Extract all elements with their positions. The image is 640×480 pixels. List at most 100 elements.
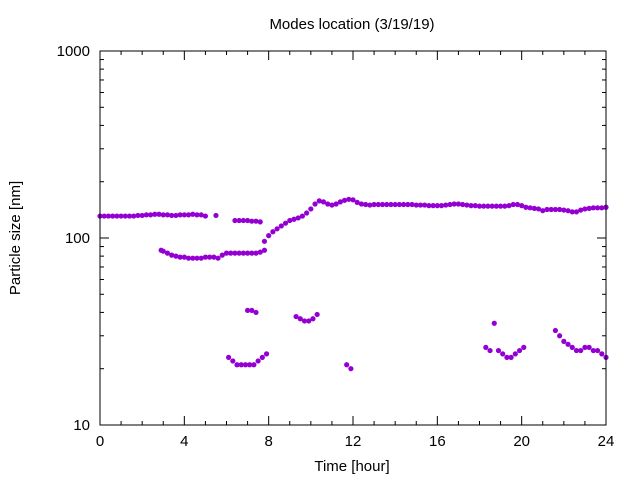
data-point	[198, 255, 204, 261]
data-point	[234, 362, 240, 368]
data-point	[371, 201, 377, 208]
data-point	[540, 208, 546, 214]
data-point	[337, 199, 343, 205]
data-point	[253, 309, 259, 316]
data-point	[198, 212, 204, 218]
data-point	[278, 223, 284, 229]
data-point	[346, 196, 352, 202]
data-point	[350, 197, 356, 203]
data-point	[426, 203, 432, 209]
x-tick-label: 8	[264, 433, 272, 450]
data-point	[573, 209, 580, 215]
data-point	[194, 255, 200, 261]
data-point	[489, 203, 495, 209]
data-point	[148, 212, 154, 218]
data-point	[190, 211, 196, 217]
data-point	[173, 253, 179, 259]
data-point	[304, 210, 310, 216]
data-point	[582, 344, 588, 350]
data-point	[464, 202, 470, 208]
data-point	[573, 347, 580, 354]
data-point	[282, 220, 289, 226]
data-point	[240, 250, 246, 256]
data-point	[586, 344, 592, 350]
data-point	[582, 206, 588, 212]
data-point	[244, 307, 251, 314]
data-point	[316, 198, 322, 204]
data-point	[487, 347, 493, 354]
data-point	[266, 232, 272, 239]
data-point	[232, 217, 238, 224]
data-point	[348, 366, 354, 372]
data-point	[491, 320, 497, 326]
data-point	[259, 354, 265, 360]
plot-frame	[99, 50, 607, 426]
data-point	[544, 206, 550, 213]
data-point	[110, 213, 116, 219]
x-tick-label: 4	[180, 433, 188, 450]
data-point	[401, 201, 407, 208]
x-tick-label: 24	[598, 433, 615, 450]
data-point	[599, 351, 605, 357]
data-point	[274, 226, 280, 232]
chart-title: Modes location (3/19/19)	[269, 16, 434, 33]
data-point	[105, 213, 112, 219]
data-point	[312, 201, 318, 207]
data-point	[207, 254, 213, 260]
data-point	[590, 205, 596, 211]
data-point	[164, 250, 171, 256]
data-point	[230, 358, 236, 364]
data-point	[118, 213, 124, 219]
data-point	[379, 201, 386, 208]
data-point	[173, 212, 179, 219]
data-point	[202, 254, 209, 260]
data-point	[310, 316, 316, 322]
data-point	[299, 213, 305, 219]
data-point	[215, 255, 221, 261]
data-point	[508, 354, 514, 360]
data-point	[500, 351, 506, 357]
data-point	[531, 205, 537, 211]
data-point	[291, 216, 297, 222]
y-axis-label: Particle size [nm]	[7, 181, 24, 295]
y-tick-labels: 10 100 1000	[57, 43, 90, 434]
data-point	[569, 209, 575, 215]
data-point	[181, 254, 187, 260]
data-point	[535, 206, 542, 212]
data-point	[413, 202, 419, 208]
data-point	[228, 250, 234, 256]
data-point	[417, 202, 424, 208]
x-tick-labels: 0 4 8 12 16 20 24	[96, 433, 615, 450]
data-point	[177, 254, 183, 260]
x-tick-label: 20	[513, 433, 530, 450]
data-point	[122, 213, 128, 219]
data-point	[409, 201, 415, 208]
data-point	[594, 347, 601, 354]
data-point	[485, 203, 491, 209]
data-point	[396, 201, 402, 208]
data-point	[476, 203, 483, 209]
data-point	[548, 206, 554, 213]
data-point	[506, 203, 512, 209]
data-point	[101, 213, 107, 219]
y-tick-label: 10	[73, 417, 90, 434]
data-point	[472, 203, 478, 209]
data-point	[238, 362, 244, 368]
data-point	[255, 358, 261, 364]
data-point	[392, 201, 398, 208]
data-point	[139, 212, 145, 219]
data-point	[202, 213, 209, 219]
data-point	[185, 212, 192, 218]
data-point	[306, 318, 312, 324]
data-point	[483, 344, 489, 350]
data-point	[565, 341, 571, 347]
data-point	[257, 219, 263, 225]
data-point	[185, 255, 192, 261]
data-point	[249, 218, 255, 224]
data-point	[194, 212, 200, 218]
data-point	[405, 201, 411, 208]
data-point	[375, 201, 381, 208]
data-point	[344, 362, 350, 368]
data-point	[514, 201, 521, 208]
data-point	[297, 316, 303, 322]
